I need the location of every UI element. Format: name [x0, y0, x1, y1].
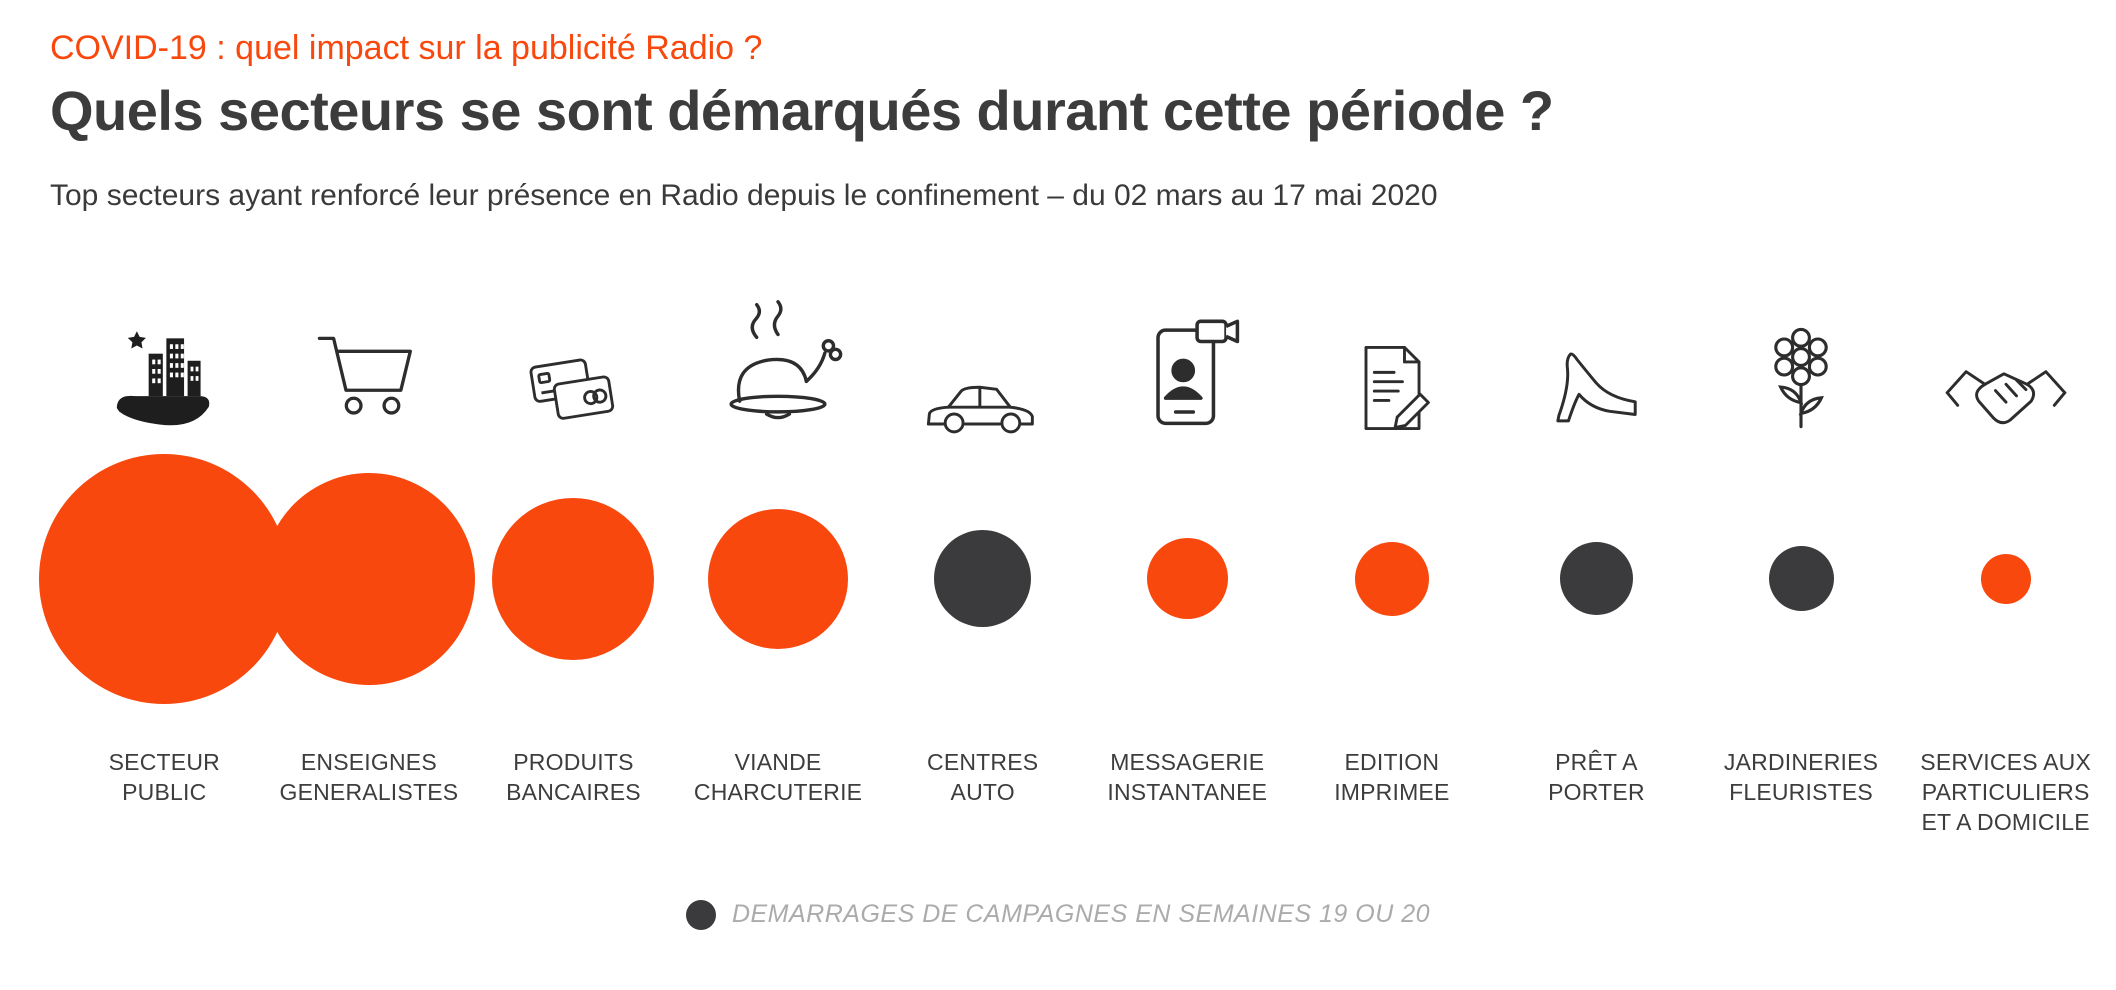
sector-label: SERVICES AUX PARTICULIERS ET A DOMICILE: [1920, 748, 2091, 836]
sector-label: JARDINERIES FLEURISTES: [1723, 748, 1879, 806]
sector-label: MESSAGERIE INSTANTANEE: [1107, 748, 1268, 806]
high-heel-icon: [1543, 273, 1649, 445]
sector-bubble: [1354, 541, 1429, 616]
legend-label: DEMARRAGES DE CAMPAGNES EN SEMAINES 19 O…: [731, 900, 1431, 929]
sector-bubble: [492, 497, 655, 660]
page-title: Quels secteurs se sont démarqués durant …: [50, 78, 1554, 142]
credit-cards-icon: [522, 273, 624, 445]
sector-centres-auto: CENTRES AUTO: [880, 273, 1085, 838]
sector-jardineries-fleuristes: JARDINERIES FLEURISTES: [1699, 273, 1904, 838]
legend: DEMARRAGES DE CAMPAGNES EN SEMAINES 19 O…: [0, 899, 2116, 930]
roast-poultry-icon: [707, 273, 849, 445]
sector-label: EDITION IMPRIMEE: [1334, 748, 1450, 806]
bubble-chart: SECTEUR PUBLIC ENSEIGNES GENERALISTES: [0, 273, 2116, 838]
sector-label: PRÊT A PORTER: [1548, 748, 1645, 806]
sector-services-particuliers: SERVICES AUX PARTICULIERS ET A DOMICILE: [1903, 273, 2108, 838]
sector-label: CENTRES AUTO: [927, 748, 1039, 806]
sector-label: ENSEIGNES GENERALISTES: [279, 748, 459, 806]
bubble-area: [1559, 445, 1633, 713]
report-eyebrow: COVID-19 : quel impact sur la publicité …: [50, 29, 763, 67]
handshake-icon: [1943, 273, 2069, 445]
sector-produits-bancaires: PRODUITS BANCAIRES: [471, 273, 676, 838]
sector-enseignes-generalistes: ENSEIGNES GENERALISTES: [262, 273, 475, 838]
sector-edition-imprimee: EDITION IMPRIMEE: [1290, 273, 1495, 838]
page-subtitle: Top secteurs ayant renforcé leur présenc…: [50, 179, 1438, 213]
sector-bubble: [708, 508, 849, 649]
legend-dark-dot: [685, 899, 716, 930]
document-pencil-icon: [1340, 273, 1444, 445]
video-call-phone-icon: [1124, 273, 1250, 445]
sector-label: SECTEUR PUBLIC: [108, 748, 220, 806]
shopping-cart-icon: [310, 273, 428, 445]
sector-label: VIANDE CHARCUTERIE: [693, 748, 863, 806]
bubble-area: [262, 445, 475, 713]
bubble-area: [492, 445, 655, 713]
bubble-area: [1768, 445, 1834, 713]
sector-bubble: [934, 530, 1032, 628]
car-icon: [920, 273, 1046, 445]
sector-messagerie-instantanee: MESSAGERIE INSTANTANEE: [1085, 273, 1290, 838]
sector-bubble: [1768, 546, 1834, 612]
bubble-area: [708, 445, 849, 713]
sector-viande-charcuterie: VIANDE CHARCUTERIE: [676, 273, 881, 838]
public-sector-icon: [105, 273, 223, 445]
sector-bubble: [1559, 542, 1633, 616]
sector-label: PRODUITS BANCAIRES: [506, 748, 641, 806]
sector-bubble: [39, 453, 290, 704]
header: COVID-19 : quel impact sur la publicité …: [0, 0, 2116, 215]
bubble-area: [1354, 445, 1429, 713]
sector-bubble: [262, 472, 475, 685]
bubble-area: [934, 445, 1032, 713]
bubble-area: [39, 445, 290, 713]
sector-pret-a-porter: PRÊT A PORTER: [1494, 273, 1699, 838]
bubble-area: [1146, 445, 1228, 713]
bubble-area: [1980, 445, 2031, 713]
sector-secteur-public: SECTEUR PUBLIC: [39, 273, 290, 838]
flower-icon: [1741, 273, 1861, 445]
sector-bubble: [1980, 553, 2031, 604]
sector-bubble: [1146, 538, 1228, 620]
